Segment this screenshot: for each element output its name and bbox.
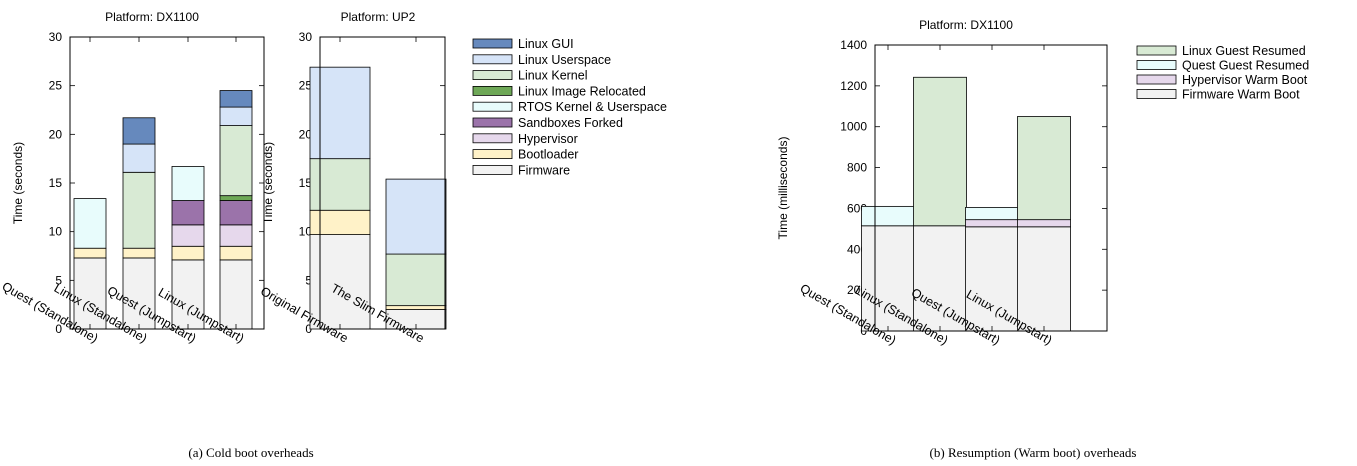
legend-label-hypervisor-warm-boot: Hypervisor Warm Boot bbox=[1182, 73, 1308, 87]
legend-swatch-linux-kernel bbox=[472, 70, 513, 80]
legend-label-firmware-warm-boot: Firmware Warm Boot bbox=[1182, 88, 1300, 102]
legend-label-linux-guest-resumed: Linux Guest Resumed bbox=[1182, 44, 1306, 58]
caption-a: (a) Cold boot overheads bbox=[188, 445, 313, 460]
y-axis-label: Time (seconds) bbox=[11, 142, 25, 224]
bar-segment-linux-guest-resumed bbox=[913, 76, 967, 227]
y-tick-label: 15 bbox=[49, 176, 63, 190]
bar-segment-sandboxes-forked bbox=[219, 200, 253, 226]
legend-label-quest-guest-resumed: Quest Guest Resumed bbox=[1182, 59, 1309, 73]
y-tick-label: 20 bbox=[49, 127, 63, 141]
bar-segment-bootloader bbox=[73, 247, 107, 259]
bar-segment-bootloader bbox=[171, 245, 205, 261]
chart-title: Platform: DX1100 bbox=[919, 18, 1013, 32]
bar-segment-linux-userspace bbox=[309, 66, 371, 160]
y-axis-label: Time (milliseconds) bbox=[776, 137, 790, 240]
legend-swatch-linux-gui bbox=[472, 38, 513, 49]
bar-segment-quest-guest-resumed bbox=[965, 207, 1019, 221]
bar-segment-linux-userspace bbox=[122, 143, 156, 173]
bar-segment-bootloader bbox=[385, 305, 447, 310]
legend-label-linux-userspace: Linux Userspace bbox=[518, 53, 611, 67]
bar-segment-bootloader bbox=[309, 209, 371, 235]
chart-2: Platform: DX1100020040060080010001200140… bbox=[776, 18, 1108, 348]
y-tick-label: 1000 bbox=[840, 120, 867, 134]
bar-segment-linux-kernel bbox=[309, 158, 371, 211]
chart-title: Platform: DX1100 bbox=[105, 10, 199, 24]
y-tick-label: 1200 bbox=[840, 79, 867, 93]
bar-segment-hypervisor bbox=[219, 224, 253, 247]
plot-frame bbox=[874, 44, 1108, 332]
bar-segment-linux-kernel bbox=[385, 253, 447, 307]
y-tick-label: 10 bbox=[299, 225, 313, 239]
bar-segment-linux-gui bbox=[122, 117, 156, 145]
legend-swatch-hypervisor-warm-boot bbox=[1136, 74, 1177, 85]
bar-segment-firmware bbox=[219, 259, 253, 330]
y-tick-label: 30 bbox=[299, 30, 313, 44]
legend-swatch-linux-guest-resumed bbox=[1136, 45, 1177, 56]
legend-label-hypervisor: Hypervisor bbox=[518, 132, 578, 146]
bar-segment-firmware bbox=[73, 257, 107, 330]
bar-segment-bootloader bbox=[122, 247, 156, 259]
bar-segment-bootloader bbox=[219, 245, 253, 261]
legend-label-firmware: Firmware bbox=[518, 163, 570, 177]
y-tick-label: 5 bbox=[55, 273, 62, 287]
chart-title: Platform: UP2 bbox=[341, 10, 416, 24]
y-tick-label: 5 bbox=[305, 273, 312, 287]
bar-segment-hypervisor bbox=[171, 224, 205, 247]
bar-segment-sandboxes-forked bbox=[171, 200, 205, 226]
legend-swatch-hypervisor bbox=[472, 133, 513, 144]
y-tick-label: 15 bbox=[299, 176, 313, 190]
y-axis-label: Time (seconds) bbox=[261, 142, 275, 224]
y-tick-label: 20 bbox=[299, 127, 313, 141]
y-tick-label: 25 bbox=[299, 79, 313, 93]
legend-label-linux-gui: Linux GUI bbox=[518, 37, 574, 51]
bar-segment-firmware-warm-boot bbox=[1017, 226, 1071, 332]
y-tick-label: 1400 bbox=[840, 38, 867, 52]
y-tick-label: 25 bbox=[49, 79, 63, 93]
legend-swatch-firmware bbox=[472, 164, 513, 175]
legend-swatch-rtos-kernel-userspace bbox=[472, 101, 513, 112]
legend-label-sandboxes-forked: Sandboxes Forked bbox=[518, 116, 623, 130]
bar-segment-rtos-kernel-userspace bbox=[73, 198, 107, 249]
legend-label-linux-image-relocated: Linux Image Relocated bbox=[518, 84, 646, 98]
bar-segment-firmware bbox=[122, 257, 156, 330]
legend-swatch-sandboxes-forked bbox=[472, 117, 513, 128]
y-tick-label: 0 bbox=[55, 322, 62, 336]
bar-segment-linux-userspace bbox=[219, 106, 253, 126]
y-tick-label: 30 bbox=[49, 30, 63, 44]
bar-segment-hypervisor-warm-boot bbox=[965, 219, 1019, 228]
plot-frame bbox=[69, 36, 265, 330]
bar-segment-firmware-warm-boot bbox=[861, 225, 915, 332]
bar-segment-linux-guest-resumed bbox=[1017, 116, 1071, 221]
bar-segment-linux-kernel bbox=[219, 125, 253, 197]
legend-swatch-firmware-warm-boot bbox=[1136, 89, 1177, 99]
legend-swatch-bootloader bbox=[472, 149, 513, 160]
legend-swatch-quest-guest-resumed bbox=[1136, 60, 1177, 70]
bar-segment-hypervisor-warm-boot bbox=[1017, 219, 1071, 228]
bar-segment-rtos-kernel-userspace bbox=[171, 166, 205, 201]
bar-segment-linux-userspace bbox=[385, 178, 447, 255]
plot-frame bbox=[319, 36, 446, 330]
bar-segment-linux-image-relocated bbox=[219, 195, 253, 201]
caption-b: (b) Resumption (Warm boot) overheads bbox=[930, 445, 1137, 460]
bar-segment-quest-guest-resumed bbox=[861, 205, 915, 227]
legend-label-bootloader: Bootloader bbox=[518, 148, 578, 162]
bar-segment-firmware bbox=[171, 259, 205, 330]
legend-label-rtos-kernel-userspace: RTOS Kernel & Userspace bbox=[518, 100, 667, 114]
bar-segment-linux-gui bbox=[219, 90, 253, 108]
legend-swatch-linux-image-relocated bbox=[472, 86, 513, 96]
legend-swatch-linux-userspace bbox=[472, 54, 513, 65]
legend-cold-boot: Linux GUI Linux Userspace Linux KernelLinu… bbox=[472, 37, 667, 177]
y-tick-label: 800 bbox=[847, 161, 867, 175]
legend-label-linux-kernel: Linux Kernel bbox=[518, 69, 588, 83]
chart-0: Platform: DX1100 0 5 10 15 20 25 30 Time (second… bbox=[0, 10, 265, 346]
y-tick-label: 10 bbox=[49, 225, 63, 239]
bar-segment-linux-kernel bbox=[122, 171, 156, 249]
y-tick-label: 0 bbox=[305, 322, 312, 336]
